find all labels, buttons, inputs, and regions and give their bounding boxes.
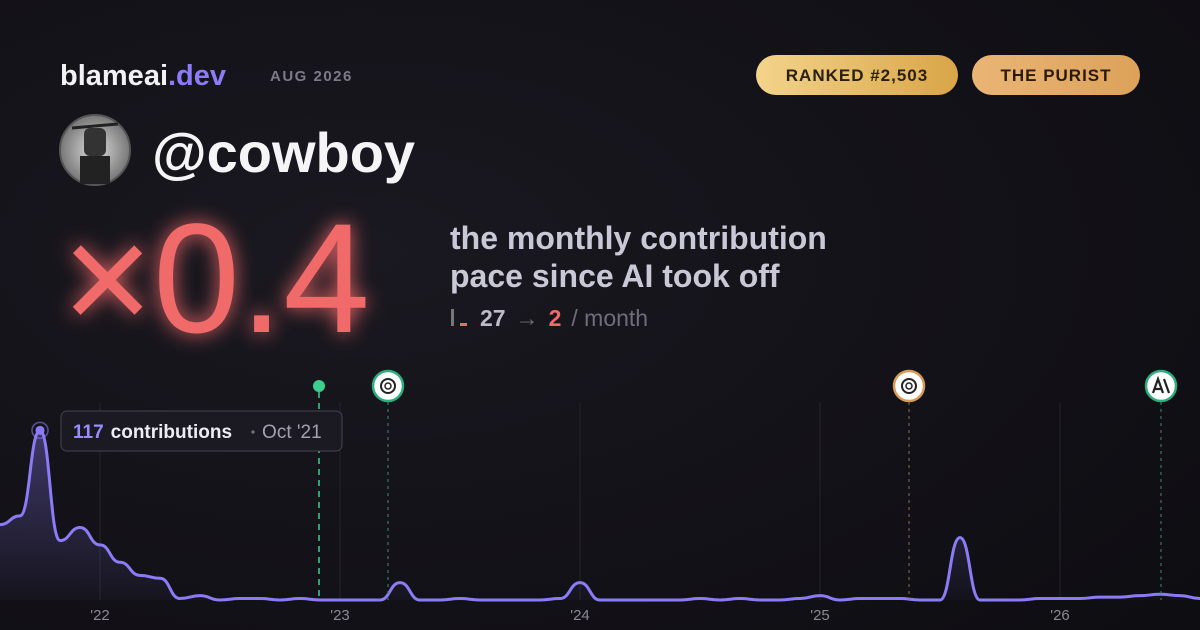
pace-before: 27 <box>480 305 506 331</box>
peak-ring <box>31 421 49 440</box>
line <box>0 428 1200 602</box>
x-tick-label: '23 <box>330 607 350 624</box>
separator <box>251 430 255 434</box>
badge-title: THE PURIST <box>1000 66 1111 85</box>
badge <box>972 55 1140 95</box>
pace-icon <box>451 309 467 326</box>
tooltip-box <box>60 410 343 452</box>
event-markers <box>313 369 1178 600</box>
tooltip-text: 117 contributions Oct '21 <box>73 422 322 443</box>
peak-dot <box>35 425 45 435</box>
pace-arrow: → <box>516 305 539 331</box>
openai-icon <box>892 369 926 403</box>
event-dot <box>313 380 325 392</box>
x-tick-label: '22 <box>90 607 110 624</box>
x-tick-label: '26 <box>1050 607 1070 624</box>
badge-rank: RANKED #2,503 <box>786 66 928 85</box>
x-tick-label: '24 <box>570 607 590 624</box>
chart: '22 '23 '24 '25 '26 <box>0 402 1200 624</box>
brand-name: blameai <box>60 60 168 92</box>
openai-icon <box>371 369 405 403</box>
anthropic-icon <box>1144 369 1178 403</box>
brand: blameai.dev <box>60 60 226 92</box>
badge <box>756 55 958 95</box>
handle: @cowboy <box>152 121 415 184</box>
x-tick-label: '25 <box>810 607 830 624</box>
tooltip: 117 contributions Oct '21 <box>60 410 343 452</box>
pace: 27 → 2 / month <box>480 305 648 331</box>
brand-tld: .dev <box>168 60 226 92</box>
description: pace since AI took off <box>450 258 780 294</box>
pace-after: 2 <box>549 305 562 331</box>
tooltip-date: Oct '21 <box>262 422 322 443</box>
brand-date: AUG 2026 <box>270 68 353 85</box>
multiplier: ×0.4 <box>62 192 370 366</box>
tooltip-label: contributions <box>111 422 232 443</box>
description: the monthly contribution <box>450 220 827 256</box>
tooltip-value: 117 <box>73 422 104 443</box>
avatar <box>59 114 131 186</box>
area <box>0 430 1200 600</box>
pace-unit: / month <box>571 305 648 331</box>
